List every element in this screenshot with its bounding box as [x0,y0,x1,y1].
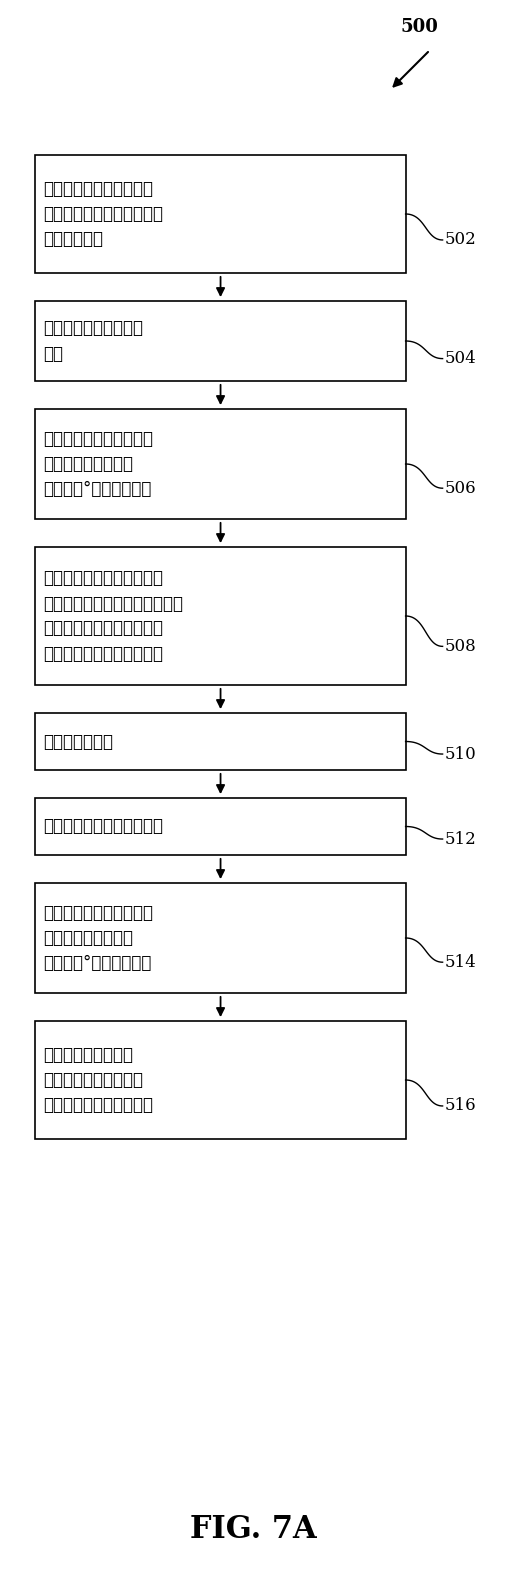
Bar [35,546,406,684]
Text: 機械１は試料３を染色する: 機械１は試料３を染色する [44,817,163,835]
Bar [35,1022,406,1139]
Bar [35,713,406,770]
Bar [35,155,406,272]
Text: アクチュエータ３０Ａは
基板アーム１０Ａを
約１８０°　回転させる: アクチュエータ３０Ａは 基板アーム１０Ａを 約１８０° 回転させる [44,904,154,973]
Text: 510: 510 [445,746,477,762]
Text: 基板移動機１２０は基板
グリッパ２０Ａ上に新しい
基板２を置く: 基板移動機１２０は基板 グリッパ２０Ａ上に新しい 基板２を置く [44,181,163,249]
Text: 516: 516 [445,1098,477,1115]
Bar [35,301,406,382]
Text: 508: 508 [445,638,477,654]
Text: 512: 512 [445,830,477,847]
Text: 506: 506 [445,480,477,497]
Text: 502: 502 [445,231,477,249]
Text: アクチュエータ３０Ａは、
プラットフォーム６０Ａのすぐ
上の「試料下向き」位置に
基板アーム１０Ａを受ける: アクチュエータ３０Ａは、 プラットフォーム６０Ａのすぐ 上の「試料下向き」位置に… [44,570,184,662]
Bar [35,882,406,993]
Text: 基板移動機１２０は
処理済み基板２を基板
グリッパ２０Ａから外す: 基板移動機１２０は 処理済み基板２を基板 グリッパ２０Ａから外す [44,1045,154,1114]
Bar [35,409,406,520]
Text: 500: 500 [400,17,438,36]
Text: 基板２処理位置: 基板２処理位置 [44,732,114,751]
Text: アクチュエータ３０Ａは
基板アーム１０Ａを
約１８０°　回転させる: アクチュエータ３０Ａは 基板アーム１０Ａを 約１８０° 回転させる [44,429,154,497]
Bar [35,798,406,855]
Text: FIG. 7A: FIG. 7A [190,1513,317,1544]
Text: 504: 504 [445,350,477,367]
Text: 514: 514 [445,954,477,971]
Text: 基板２「試料上向き」
位置: 基板２「試料上向き」 位置 [44,320,143,363]
